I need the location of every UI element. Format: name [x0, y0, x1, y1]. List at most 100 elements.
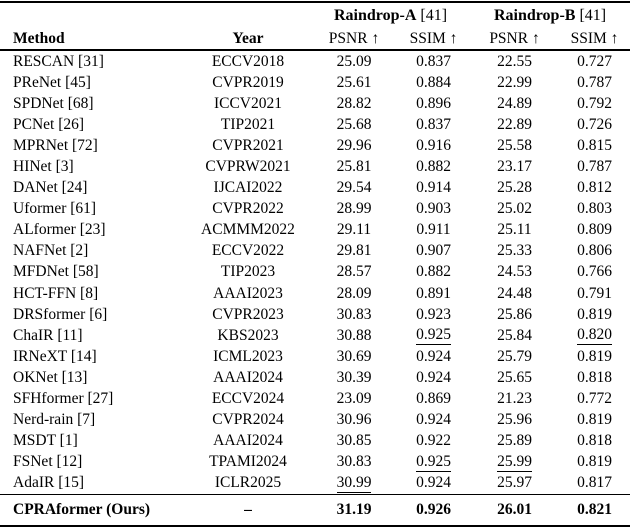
value-cell: 28.57	[311, 262, 397, 283]
method-cell: Nerd-rain [7]	[13, 411, 96, 429]
metric-value: 30.83	[336, 453, 372, 471]
value-cell: 0.803	[559, 199, 630, 220]
table-row: DANet [24] IJCAI2022 29.54 0.914 25.28 0…	[0, 178, 630, 199]
metric-value: 0.806	[577, 242, 612, 260]
value-cell: 22.89	[470, 114, 559, 135]
value-cell: 0.903	[397, 199, 470, 220]
metric-value: 0.882	[416, 263, 451, 281]
value-cell: 30.85	[311, 431, 397, 452]
method-cell: DANet [24]	[13, 179, 88, 197]
table-row: OKNet [13] AAAI2024 30.39 0.924 25.65 0.…	[0, 367, 630, 388]
table-header: Raindrop-A [41] Raindrop-B [41] Method Y…	[0, 2, 630, 51]
metric-value: 25.09	[336, 52, 372, 70]
value-cell: 25.09	[311, 50, 397, 72]
metric-value: 0.820	[577, 326, 612, 346]
value-cell: 0.925	[397, 452, 470, 473]
value-cell: 26.01	[470, 493, 560, 526]
group-citation: [41]	[575, 6, 607, 24]
table-row: RESCAN [31] ECCV2018 25.09 0.837 22.55 0…	[0, 50, 630, 72]
value-cell: 22.99	[470, 72, 559, 93]
metric-value: 25.61	[336, 73, 372, 91]
value-cell: 24.89	[470, 93, 559, 114]
metric-value: 0.819	[577, 347, 612, 365]
value-cell: 30.88	[311, 325, 397, 346]
table-footer: CPRAformer (Ours) – 31.19 0.926 26.01 0.…	[0, 493, 630, 526]
value-cell: 25.61	[311, 72, 397, 93]
method-cell: IRNeXT [14]	[13, 347, 97, 365]
year-cell: ACMMM2022	[201, 221, 295, 239]
metric-value: 0.907	[416, 242, 451, 260]
method-cell: HINet [3]	[13, 158, 74, 176]
year-cell: CVPR2019	[212, 73, 284, 91]
value-cell: 25.28	[470, 178, 559, 199]
value-cell: 29.54	[311, 178, 397, 199]
year-cell: TIP2023	[220, 263, 276, 281]
group-name: Raindrop-A	[333, 6, 417, 24]
metric-value: 24.48	[497, 284, 532, 302]
method-cell: MFDNet [58]	[13, 263, 99, 281]
value-cell: 0.869	[397, 389, 470, 410]
metric-value: 23.17	[497, 158, 532, 176]
value-cell: 23.09	[311, 389, 397, 410]
value-cell: 0.907	[397, 241, 470, 262]
method-cell: NAFNet [2]	[13, 242, 89, 260]
metric-value: 0.792	[577, 94, 612, 112]
metric-value: 29.81	[336, 242, 372, 260]
metric-value: 30.39	[336, 368, 372, 386]
value-cell: 0.766	[559, 262, 630, 283]
table-row: Nerd-rain [7] CVPR2024 30.96 0.924 25.96…	[0, 410, 630, 431]
value-cell: 0.817	[559, 473, 630, 495]
metric-value: 0.787	[577, 158, 612, 176]
value-cell: 0.772	[559, 389, 630, 410]
value-cell: 0.818	[559, 367, 630, 388]
value-cell: 0.926	[397, 493, 471, 526]
method-cell: RESCAN [31]	[13, 52, 104, 70]
value-cell: 0.891	[397, 283, 470, 304]
value-cell: 29.81	[311, 241, 397, 262]
year-cell: ECCV2018	[211, 52, 285, 70]
method-cell: OKNet [13]	[13, 368, 88, 386]
table-row: MPRNet [72] CVPR2021 29.96 0.916 25.58 0…	[0, 135, 630, 156]
value-cell: 25.33	[470, 241, 559, 262]
method-cell: SFHformer [27]	[13, 390, 114, 408]
value-cell: 0.819	[559, 304, 630, 325]
group-header-row: Raindrop-A [41] Raindrop-B [41]	[0, 2, 630, 28]
value-cell: 25.79	[470, 346, 559, 367]
value-cell: 0.914	[397, 178, 470, 199]
value-cell: 0.925	[397, 325, 470, 346]
method-column-header: Method	[0, 28, 185, 51]
metric-value: 0.817	[577, 474, 612, 492]
table-row: AdaIR [15] ICLR2025 30.99 0.924 25.97 0.…	[0, 473, 630, 495]
year-cell: AAAI2023	[213, 284, 283, 302]
table-row: IRNeXT [14] ICML2023 30.69 0.924 25.79 0…	[0, 346, 630, 367]
value-cell: 0.821	[559, 493, 630, 526]
method-cell: DRSformer [6]	[13, 305, 108, 323]
value-cell: 25.89	[470, 431, 559, 452]
year-cell: ICLR2025	[214, 474, 282, 492]
metric-value: 0.924	[416, 411, 451, 429]
value-cell: 25.99	[470, 452, 559, 473]
metric-value: 0.837	[416, 115, 451, 133]
value-cell: 24.48	[470, 283, 559, 304]
year-cell: AAAI2024	[213, 432, 283, 450]
value-cell: 0.809	[559, 220, 630, 241]
value-cell: 25.68	[311, 114, 397, 135]
table-row: PReNet [45] CVPR2019 25.61 0.884 22.99 0…	[0, 72, 630, 93]
ssim-a-column-header: SSIM ↑	[397, 28, 471, 51]
value-cell: 0.726	[559, 114, 630, 135]
metric-value: 0.803	[577, 200, 612, 218]
value-cell: 0.922	[397, 431, 470, 452]
metric-value: 25.33	[497, 242, 532, 260]
metric-value: 0.924	[416, 368, 451, 386]
metric-value: 0.837	[416, 52, 451, 70]
final-row: CPRAformer (Ours) – 31.19 0.926 26.01 0.…	[0, 493, 630, 526]
metric-value: 25.99	[497, 452, 532, 472]
value-cell: 22.55	[470, 50, 559, 72]
table-row: DRSformer [6] CVPR2023 30.83 0.923 25.86…	[0, 304, 630, 325]
value-cell: 0.911	[397, 220, 470, 241]
value-cell: 0.812	[559, 178, 630, 199]
metric-value: 30.88	[336, 326, 372, 344]
value-cell: 25.84	[470, 325, 559, 346]
year-cell: KBS2023	[217, 326, 279, 344]
